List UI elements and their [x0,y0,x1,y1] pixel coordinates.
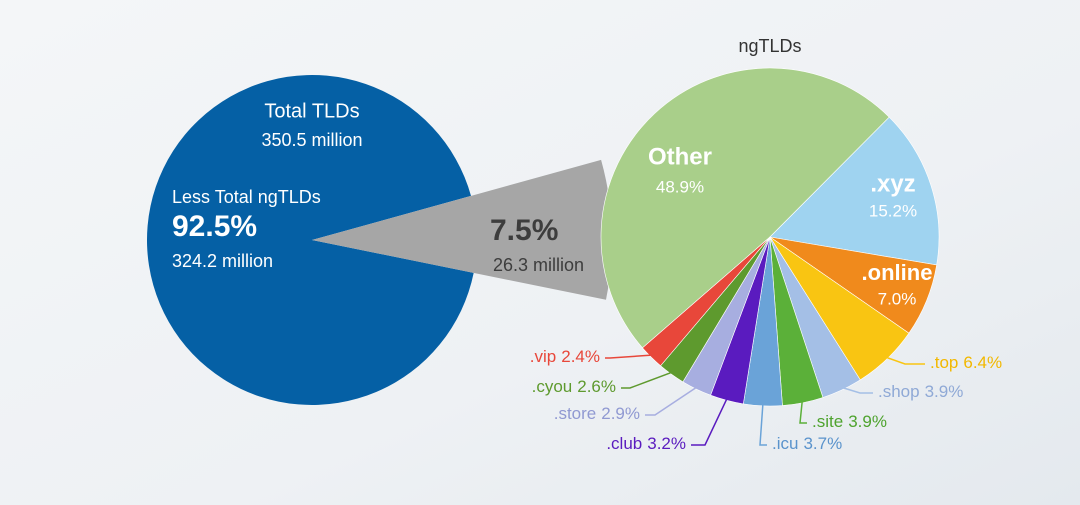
slice-label: .site [812,412,843,431]
leader-line [884,356,925,365]
slice-value-label: 3.9% [848,412,887,431]
slice-value-label: 7.0% [878,289,917,308]
slice-label: .cyou [532,377,573,396]
slice-label: Less Total ngTLDs [172,187,321,207]
slice-label: .store [554,404,597,423]
slice-label: .xyz [870,170,915,197]
slice-label: .club [606,434,642,453]
slice-label-group: .vip 2.4% [530,347,600,366]
pie-slice [769,116,940,266]
pie-title: Total TLDs [264,100,359,122]
slice-label: .shop [878,382,920,401]
slice-value-label: 2.9% [601,404,640,423]
slice-amount: 26.3 million [493,255,584,275]
slice-label-group: .cyou 2.6% [532,377,616,396]
slice-label-group: .icu 3.7% [772,434,842,453]
slice-label-group: .top 6.4% [930,353,1002,372]
slice-amount: 324.2 million [172,251,273,271]
leader-line [799,399,807,424]
pie-title: ngTLDs [738,36,801,56]
leader-line [621,371,674,389]
slice-label-group: .club 3.2% [606,434,686,453]
slice-value-label: 15.2% [869,201,917,220]
slice-label: .icu [772,434,798,453]
pie-slice [600,67,890,349]
slice-value-label: 3.9% [925,382,964,401]
pie-slice [312,159,613,300]
leader-line [691,397,729,446]
leader-line [645,385,699,416]
slice-value-label: 3.2% [647,434,686,453]
slice-value-label: 3.7% [803,434,842,453]
slice-label: .online [862,260,933,285]
leader-line [605,354,654,359]
slice-label-group: .shop 3.9% [878,382,963,401]
leader-line [759,402,767,446]
leader-line [840,386,873,394]
slice-label: .top [930,353,958,372]
slice-value-label: 48.9% [656,177,704,196]
slice-label-group: .store 2.9% [554,404,640,423]
slice-value-label: 2.4% [561,347,600,366]
slice-label: .vip [530,347,556,366]
slice-label-group: .site 3.9% [812,412,887,431]
slice-value-label: 6.4% [963,353,1002,372]
pie-subtitle: 350.5 million [261,130,362,150]
pie-slice [642,236,771,367]
slice-label: Other [648,143,712,170]
pies: Total TLDs 350.5 million Less Total ngTLDs… [147,36,1002,453]
slice-value-label: 7.5% [490,214,558,247]
slice-value-label: 92.5% [172,210,257,243]
pie-slice [147,74,474,405]
slice-value-label: 2.6% [577,377,616,396]
